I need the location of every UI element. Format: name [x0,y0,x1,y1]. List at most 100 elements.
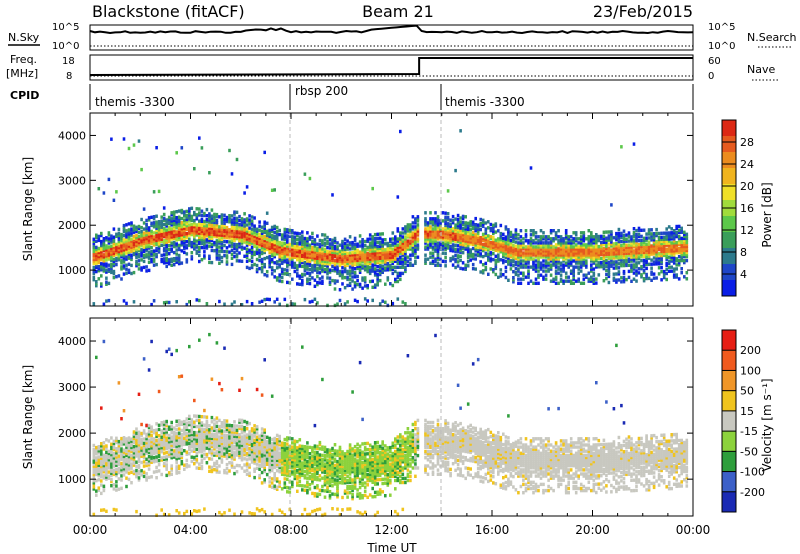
data-cell [567,237,570,241]
data-cell [517,261,520,265]
data-cell [326,256,329,260]
data-cell [481,220,485,224]
data-cell [622,229,626,233]
data-cell [499,240,503,244]
data-cell [200,217,204,221]
data-cell [587,237,591,241]
data-cell [313,260,317,264]
data-cell [172,257,176,261]
data-cell [464,229,467,233]
data-cell [660,251,663,256]
data-cell [590,249,593,253]
data-cell [205,224,209,228]
data-cell [509,263,513,267]
data-cell [650,244,653,248]
data-cell [286,242,289,246]
data-cell [660,235,663,240]
data-cell [135,249,138,254]
data-cell [110,452,113,457]
data-cell [384,266,387,270]
data-cell [110,457,113,461]
data-cell [595,263,598,267]
data-cell [406,239,410,243]
data-cell [203,254,206,258]
data-cell [215,223,219,227]
data-cell [667,251,671,255]
data-cell [333,287,337,291]
data-cell [391,231,395,235]
data-cell [270,245,274,250]
data-cell [97,267,101,271]
data-cell [431,233,435,237]
data-cell [188,441,191,445]
data-cell [105,256,108,260]
data-cell [132,436,136,440]
data-cell [361,248,364,252]
data-cell [162,437,166,441]
data-cell [389,251,392,256]
data-cell [670,255,673,259]
data-cell [484,233,488,237]
power-ytick-label-2: 3000 [58,174,86,187]
data-cell [343,286,347,290]
data-cell [115,250,118,255]
data-cell [677,248,681,253]
data-cell [378,302,382,306]
data-cell [147,238,151,242]
data-cell [610,258,613,262]
data-cell [343,241,347,245]
data-cell [683,240,686,245]
data-cell [170,453,173,458]
data-cell [125,267,128,271]
data-cell [637,249,641,253]
data-cell [341,270,344,274]
data-cell [130,445,133,450]
data-cell [665,249,668,253]
data-cell [188,241,191,245]
data-cell [120,441,123,445]
data-cell [384,242,387,246]
data-cell [172,434,176,439]
data-cell [193,243,196,247]
data-cell [381,260,384,264]
data-cell [270,247,274,252]
data-cell [361,254,364,258]
data-cell [188,227,191,231]
data-cell [494,254,498,258]
data-cell [424,241,427,245]
data-cell [225,225,229,230]
data-cell [351,271,354,275]
data-cell [587,245,591,249]
data-cell [499,250,503,254]
data-cell [670,243,673,247]
data-cell [260,249,264,254]
data-cell [120,238,123,243]
data-cell [286,240,289,244]
data-cell [278,279,281,283]
data-cell [582,257,586,261]
data-cell [115,469,118,474]
data-cell [670,227,673,231]
data-cell [389,255,392,260]
data-cell [574,261,578,265]
data-cell [147,246,151,250]
data-cell [414,243,417,247]
data-cell [165,220,168,224]
data-cell [544,249,548,253]
data-cell [326,270,329,274]
data-cell [248,240,251,244]
data-cell [323,241,327,245]
data-cell [235,224,239,229]
data-cell [552,249,555,253]
data-cell [356,262,359,267]
data-cell [203,219,206,224]
data-cell [157,224,161,228]
data-cell [308,247,312,251]
data-cell [147,475,151,480]
data-cell [554,259,558,263]
data-cell [193,457,196,462]
data-cell [255,251,259,256]
data-cell [177,253,181,258]
data-cell [544,265,548,269]
data-cell [434,263,437,267]
